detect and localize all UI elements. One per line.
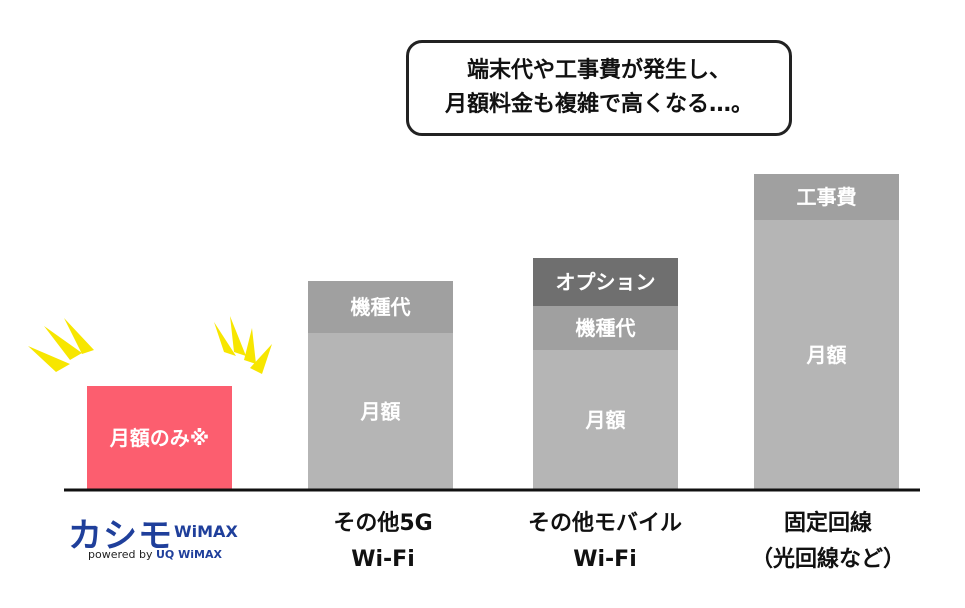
bar-other5g-segment-1-label: 機種代 [351, 295, 411, 319]
highlight-burst-group [28, 316, 272, 374]
burst-ray-1 [44, 326, 82, 360]
logo-powered-by: powered by UQ WiMAX [88, 548, 222, 561]
bar-mobile-segment-1-label: 機種代 [576, 316, 636, 340]
bar-mobile-segment-2 [533, 258, 678, 306]
bar-kashimo-segment-0-label: 月額のみ※ [109, 426, 209, 450]
callout-bubble: 端末代や工事費が発生し、 月額料金も複雑で高くなる…。 [406, 40, 792, 136]
x-label-mobile: その他モバイル Wi-Fi [505, 506, 705, 578]
bar-kashimo-segment-0 [87, 386, 232, 490]
burst-ray-4 [230, 316, 246, 356]
x-label-other5g-line-1: その他5G [333, 511, 433, 536]
bar-fixed-segment-1 [754, 174, 899, 220]
burst-ray-0 [28, 346, 70, 372]
bar-fixed-segment-0-label: 月額 [806, 343, 847, 367]
bar-mobile-segment-1 [533, 306, 678, 350]
burst-ray-5 [244, 328, 256, 364]
x-label-mobile-line-2: Wi-Fi [573, 547, 637, 572]
bar-other5g-segment-1 [308, 281, 453, 333]
callout-line-2: 月額料金も複雑で高くなる…。 [444, 92, 753, 117]
burst-ray-2 [64, 318, 94, 354]
bar-other5g-segment-0-label: 月額 [360, 400, 401, 424]
logo-powered-text: powered by [88, 548, 153, 561]
x-label-other5g-line-2: Wi-Fi [351, 547, 415, 572]
burst-ray-6 [250, 344, 272, 374]
logo-name: カシモ [68, 516, 173, 556]
callout-line-1: 端末代や工事費が発生し、 [466, 58, 731, 83]
bar-mobile-segment-0-label: 月額 [585, 408, 626, 432]
kashimo-wimax-logo: カシモ WiMAX powered by UQ WiMAX [66, 508, 256, 568]
bar-fixed-segment-0 [754, 220, 899, 490]
bar-mobile-segment-0 [533, 350, 678, 490]
bar-other5g-segment-0 [308, 333, 453, 490]
bar-mobile-segment-2-label: オプション [556, 270, 656, 294]
x-label-fixed-line-2: （光回線など） [750, 547, 905, 572]
bar-fixed-segment-1-label: 工事費 [797, 185, 857, 209]
burst-ray-3 [214, 322, 236, 356]
logo-brand: WiMAX [174, 522, 238, 541]
x-label-fixed-line-1: 固定回線 [783, 511, 872, 536]
x-label-fixed: 固定回線 （光回線など） [728, 506, 928, 578]
logo-partner: UQ WiMAX [156, 548, 222, 561]
x-label-mobile-line-1: その他モバイル [527, 511, 682, 536]
x-label-other5g: その他5G Wi-Fi [283, 506, 483, 578]
